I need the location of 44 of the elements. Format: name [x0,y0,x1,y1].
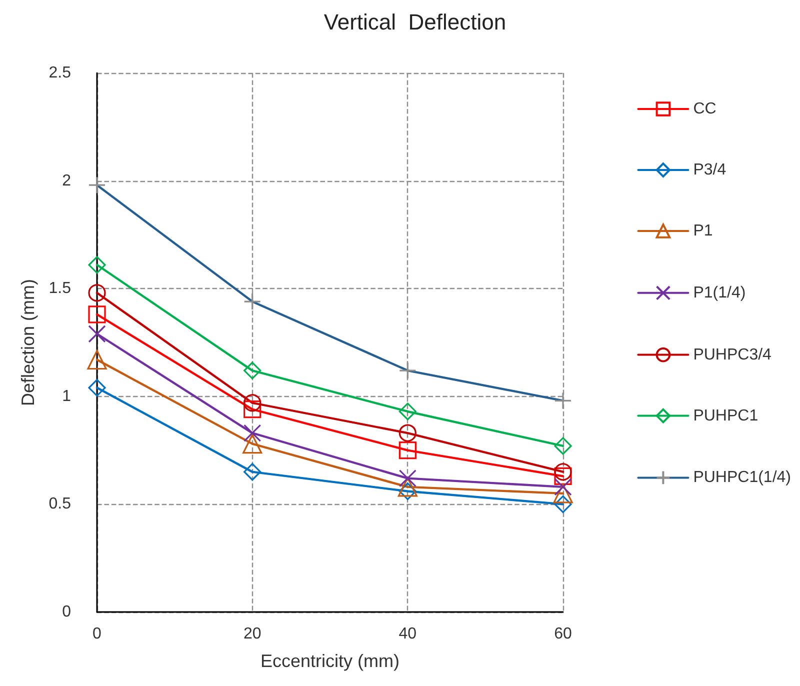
x-tick-label: 60 [554,626,572,642]
y-tick-label: 1 [62,388,72,405]
point [88,325,106,343]
point [242,434,262,454]
point [244,400,262,418]
y-tick-label: 1.5 [48,280,72,298]
point [244,362,262,380]
legend-label: P3/4 [693,162,726,178]
y-tick-label: 2.5 [48,64,72,82]
point [88,306,106,324]
point [398,477,418,497]
x-tick-label: 0 [92,626,102,642]
point [244,424,262,442]
point [398,470,416,488]
point [554,467,572,485]
y-tick-label: 2 [62,172,72,190]
point [554,495,572,513]
point [398,424,416,442]
point [244,394,262,412]
legend-label: PUHPC1(1/4) [693,469,792,486]
legend-label: PUHPC3/4 [693,346,772,364]
legend-label: P1 [693,222,713,240]
y-axis-title: Deflection (mm) [18,278,38,406]
point [398,402,416,420]
x-axis-title: Eccentricity (mm) [260,651,400,671]
point [88,256,106,274]
y-tick-label: 0 [62,604,72,620]
point [554,437,572,455]
point [554,463,572,481]
point [87,350,107,370]
x-tick-label: 40 [398,626,417,642]
point [88,284,106,302]
point [398,482,416,500]
legend-label: PUHPC1 [693,407,758,424]
legend-label: CC [693,100,716,118]
point [553,484,573,504]
point [398,442,416,460]
legend-label: P1(1/4) [693,284,746,302]
point [554,478,572,496]
chart-title: Vertical Deflection [324,10,506,34]
point [244,463,262,481]
y-tick-label: 0.5 [48,496,72,513]
point [88,378,106,397]
x-tick-label: 20 [243,626,262,642]
